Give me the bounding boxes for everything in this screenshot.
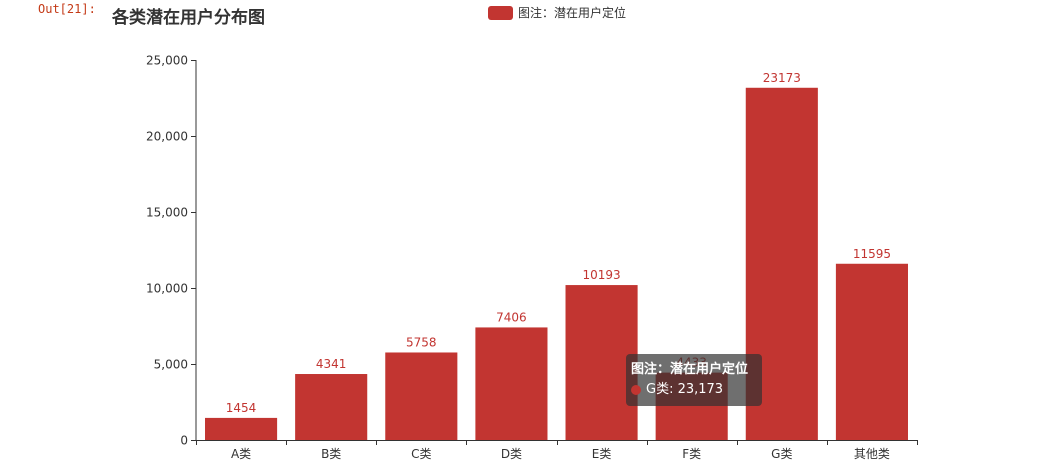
x-tick-label: G类 [771,447,792,461]
data-label: 4341 [316,357,347,371]
tooltip-title: 图注：潜在用户定位 [631,362,749,377]
legend-label: 图注：潜在用户定位 [518,6,627,20]
y-tick-label: 10,000 [146,282,188,296]
x-tick-label: A类 [231,447,251,461]
data-label: 10193 [582,268,620,282]
output-prompt: Out[21]: [38,2,96,16]
y-tick-label: 15,000 [146,206,188,220]
bar[interactable] [565,285,638,440]
chart-title: 各类潜在用户分布图 [112,8,265,28]
bar[interactable] [835,263,908,440]
x-tick-label: E类 [592,447,612,461]
data-label: 1454 [226,401,257,415]
y-tick-label: 20,000 [146,130,188,144]
bar[interactable] [205,417,278,440]
tooltip-value: G类: 23,173 [646,382,724,397]
chart-tooltip: 图注：潜在用户定位 G类: 23,173 [626,354,762,406]
x-axis: A类 B类 C类 D类 E类 F类 G类 其他类 [196,440,918,461]
data-label: 11595 [853,247,891,261]
y-tick-label: 25,000 [146,54,188,68]
bar[interactable] [475,327,548,440]
tooltip-series-dot [631,385,641,395]
x-tick-label: F类 [682,447,701,461]
x-tick-label: 其他类 [854,447,890,461]
data-label: 23173 [763,71,801,85]
data-label: 5758 [406,335,437,349]
bars [205,87,908,441]
y-axis: 0 5,000 10,000 15,000 20,000 25,000 [146,54,197,448]
y-tick-label: 0 [180,434,188,448]
data-label: 7406 [496,310,527,324]
x-tick-label: D类 [501,447,522,461]
chart-legend[interactable]: 图注：潜在用户定位 [488,4,626,21]
x-tick-label: B类 [321,447,341,461]
legend-swatch [488,5,513,20]
y-tick-label: 5,000 [154,358,188,372]
tooltip-row: G类: 23,173 [631,380,757,400]
x-tick-label: C类 [411,447,431,461]
bar[interactable] [385,352,458,440]
bar[interactable] [295,374,368,440]
